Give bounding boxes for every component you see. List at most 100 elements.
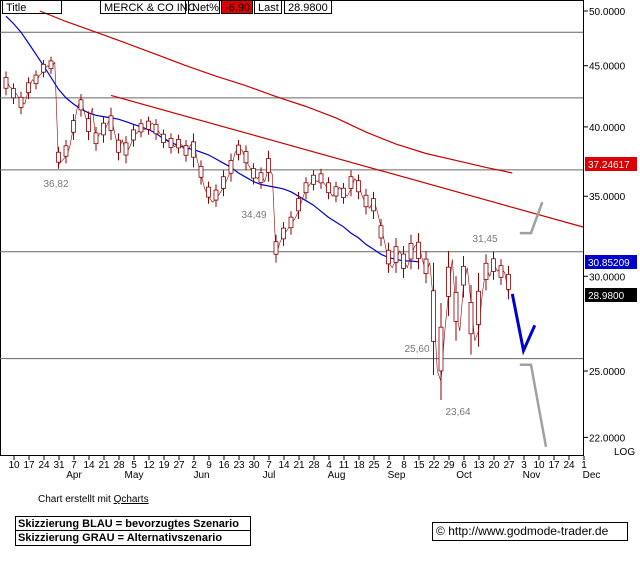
candle-body: [71, 120, 76, 133]
level-annotation: 25,60: [404, 344, 429, 355]
candle-body: [63, 145, 69, 157]
url-text: http://www.godmode-trader.de: [448, 524, 609, 538]
y-tick-label: 40.0000: [589, 123, 626, 134]
candle-body: [258, 172, 264, 183]
candle-body: [476, 290, 481, 325]
y-axis: 50.0000 45.0000 40.0000 35.0000 30.0000 25.00…: [583, 7, 635, 458]
legend-gray: Skizzierung GRAU = Alternativszenario: [15, 530, 251, 546]
x-tick-label: 27: [173, 460, 185, 471]
candle-body: [423, 258, 429, 274]
credit-link[interactable]: Qcharts: [113, 494, 149, 505]
candle-body: [33, 74, 39, 85]
scenario-scenario-gray-up: [519, 201, 544, 235]
level-annotation: 23,64: [445, 407, 470, 418]
x-tick-label: 8: [401, 460, 407, 471]
candle-body: [266, 158, 271, 173]
x-month-label: Sep: [388, 470, 406, 481]
x-month-label: May: [125, 470, 144, 481]
log-scale-label: LOG: [614, 447, 635, 458]
candle-body: [386, 249, 391, 265]
candle-body: [176, 139, 181, 149]
x-tick-label: 23: [233, 460, 245, 471]
candle-body: [56, 151, 61, 163]
candle-body: [341, 187, 346, 198]
x-month-label: Jun: [193, 470, 209, 481]
y-tick-label: 30.0000: [589, 272, 626, 283]
candle-body: [26, 82, 31, 93]
candle-body: [168, 138, 174, 148]
y-tick-label: 35.0000: [589, 192, 626, 203]
candle-body: [438, 326, 444, 372]
x-tick-label: 7: [266, 460, 272, 471]
candle-body: [123, 142, 129, 156]
y-tick-label: 50.0000: [589, 7, 626, 18]
candle-body: [483, 262, 489, 280]
last-price-label: 28.9800: [588, 291, 625, 302]
level-annotation: 36,82: [43, 179, 68, 190]
x-tick-label: 21: [293, 460, 305, 471]
candle-body: [281, 227, 286, 240]
x-tick-label: 29: [443, 460, 455, 471]
x-month-label: Oct: [456, 470, 472, 481]
candle-body: [326, 182, 331, 194]
candle-body: [371, 198, 376, 212]
scenario-scenario-gray-down: [519, 363, 548, 448]
x-tick-label: 10: [8, 460, 20, 471]
x-tick-label: 31: [53, 460, 65, 471]
x-tick-label: 15: [413, 460, 425, 471]
x-tick-label: 9: [206, 460, 212, 471]
candle-body: [206, 186, 211, 198]
x-tick-label: 6: [461, 460, 467, 471]
series-ma_short: [5, 15, 419, 263]
x-tick-label: 7: [71, 460, 77, 471]
x-tick-label: 17: [23, 460, 35, 471]
candle-body: [243, 151, 249, 164]
candle-body: [408, 243, 414, 260]
candle-body: [213, 189, 219, 201]
instrument-name: MERCK & CO INC: [100, 0, 196, 14]
x-month-label: Jul: [263, 470, 276, 481]
candle-body: [48, 60, 54, 70]
candle-body: [333, 186, 339, 197]
candle-body: [468, 302, 474, 335]
price-labels: 37.24617 30.85209 28.9800: [585, 157, 637, 302]
x-tick-label: 10: [533, 460, 545, 471]
candle-body: [41, 63, 46, 73]
candle-body: [348, 176, 354, 189]
x-tick-label: 28: [308, 460, 320, 471]
candle-body: [491, 258, 496, 272]
x-tick-label: 3: [521, 460, 527, 471]
x-tick-label: 4: [326, 460, 332, 471]
legend-blue: Skizzierung BLAU = bevorzugtes Szenario: [15, 516, 251, 532]
candle-body: [236, 144, 241, 155]
candle-body: [318, 173, 324, 184]
y-tick-label: 45.0000: [589, 62, 626, 73]
x-tick-label: 25: [368, 460, 380, 471]
candle-body: [153, 123, 159, 135]
series-ma_long: [39, 10, 513, 174]
x-tick-label: 2: [191, 460, 197, 471]
credit-prefix: Chart erstellt mit: [38, 494, 114, 505]
candle-body: [228, 160, 234, 174]
candle-body: [198, 166, 204, 178]
ma-short-price-label-bg: [585, 255, 637, 269]
ma-long-price-label: 37.24617: [588, 160, 630, 171]
candle-body: [221, 176, 226, 189]
x-tick-label: 13: [473, 460, 485, 471]
candle-body: [401, 253, 406, 269]
candle-body: [138, 123, 144, 133]
x-tick-label: 12: [143, 460, 155, 471]
x-tick-label: 24: [38, 460, 50, 471]
source-url[interactable]: © http://www.godmode-trader.de: [432, 522, 628, 541]
ma-short-price-label: 30.85209: [588, 258, 630, 269]
candle-body: [116, 139, 121, 153]
x-tick-label: 16: [218, 460, 230, 471]
candle-body: [161, 133, 166, 143]
x-tick-label: 24: [563, 460, 575, 471]
scenario-layer: [510, 201, 548, 448]
candle-body: [303, 182, 309, 194]
x-tick-label: 5: [131, 460, 137, 471]
candle-body: [273, 241, 279, 255]
candle-body: [101, 122, 106, 136]
